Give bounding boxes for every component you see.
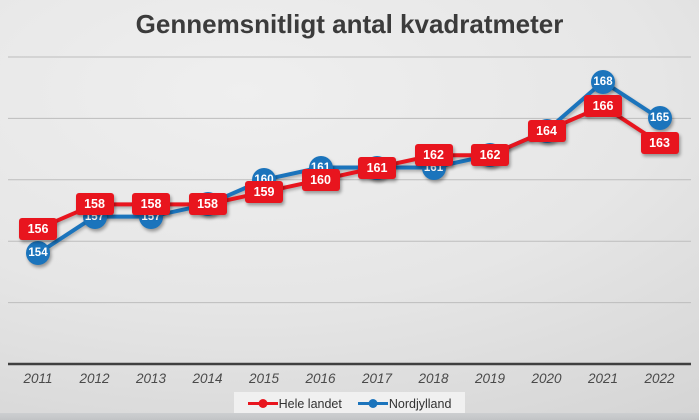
x-axis-label: 2018 — [418, 371, 449, 386]
legend-item-nordjylland: Nordjylland — [357, 396, 452, 411]
legend-marker-nordjylland — [357, 399, 388, 408]
x-axis-label: 2019 — [474, 371, 506, 386]
chart-title: Gennemsnitligt antal kvadratmeter — [135, 9, 564, 39]
series-line-nordjylland — [36, 79, 662, 256]
x-axis-label: 2017 — [361, 371, 393, 386]
x-axis-label: 2015 — [248, 371, 280, 386]
legend-item-hele-landet: Hele landet — [247, 396, 342, 411]
x-axis-label: 2020 — [531, 371, 562, 386]
x-axis-label: 2011 — [23, 371, 53, 386]
chart-legend: Hele landet Nordjylland — [233, 392, 466, 415]
slide-bottom-edge — [0, 413, 699, 420]
x-axis-label: 2014 — [192, 371, 223, 386]
legend-label: Hele landet — [278, 396, 342, 411]
legend-row: Hele landet Nordjylland — [0, 392, 699, 415]
legend-marker-hele-landet — [247, 399, 278, 408]
x-axis-label: 2021 — [587, 371, 619, 386]
legend-label: Nordjylland — [388, 396, 452, 411]
x-axis-label: 2013 — [135, 371, 167, 386]
x-axis-label: 2022 — [644, 371, 675, 386]
x-axis-label: 2012 — [79, 371, 110, 386]
x-axis-label: 2016 — [305, 371, 336, 386]
x-axis: 2011 2012 2013 2014 2015 2016 2017 2018 2019 2020… — [0, 371, 699, 391]
